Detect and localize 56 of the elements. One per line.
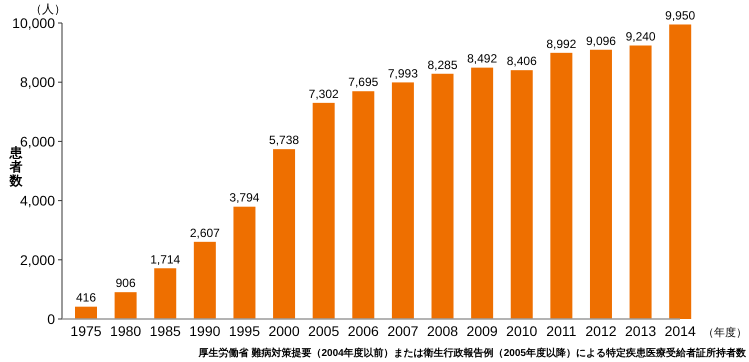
x-tick-label: 1995 [228,323,260,339]
x-tick-label: 2007 [387,323,419,339]
data-label: 5,738 [269,133,300,148]
x-tick-label: 2006 [348,323,380,339]
data-label: 7,993 [388,66,418,80]
data-label: 8,492 [467,52,498,66]
bar [432,74,454,319]
data-label: 7,695 [348,75,379,90]
y-tick-label: 2,000 [20,252,56,268]
bar [114,292,137,319]
text: （人） [30,2,66,16]
text: 厚生労働省 難病対策提要（2004年度以前）または衛生行政報告例（2005年度以降）による特定疾患医療受給者証所持者数 [198,347,747,359]
data-label: 9,950 [665,8,696,22]
data-label: 1,714 [150,252,181,266]
x-tick-label: 2005 [308,323,340,339]
x-tick-label: 2014 [664,323,696,339]
x-tick-label: 2013 [625,323,656,339]
x-tick-label: 2008 [426,323,458,339]
y-tick-label: 0 [47,311,56,327]
bar [392,82,414,319]
data-label: 7,302 [308,86,340,101]
x-tick-label: 2009 [466,323,498,339]
bar [273,149,296,319]
bar [590,50,612,319]
bar [352,91,374,319]
data-label: 416 [76,290,96,305]
bar [550,52,572,319]
data-label: 8,406 [506,54,538,68]
data-label: 8,285 [428,58,458,72]
bar [312,102,335,319]
data-label: 906 [116,276,136,290]
bar [471,68,494,319]
bar [75,306,97,319]
x-tick-label: 1985 [150,323,182,339]
y-tick-label: 8,000 [20,74,56,90]
y-tick-label: 4,000 [20,192,56,209]
x-axis-title: （年度） [703,326,747,339]
x-tick-label: 2011 [546,323,577,339]
x-tick-label: 2012 [585,323,617,339]
x-tick-label: 1990 [189,323,221,339]
bar [630,45,652,319]
bar [194,242,216,319]
bar [510,70,533,319]
data-label: 2,607 [190,226,220,240]
x-tick-label: 1980 [110,323,142,339]
data-label: 3,794 [229,190,260,205]
bar [233,206,256,319]
bar [669,24,692,319]
data-label: 8,992 [546,36,577,51]
data-label: 9,096 [586,34,616,48]
y-tick-label: 10,000 [12,15,56,31]
bar [154,268,176,319]
x-tick-label: 1975 [70,323,102,339]
x-tick-label: 2000 [268,323,300,339]
x-tick-label: 2010 [506,323,538,339]
data-label: 9,240 [626,29,656,44]
